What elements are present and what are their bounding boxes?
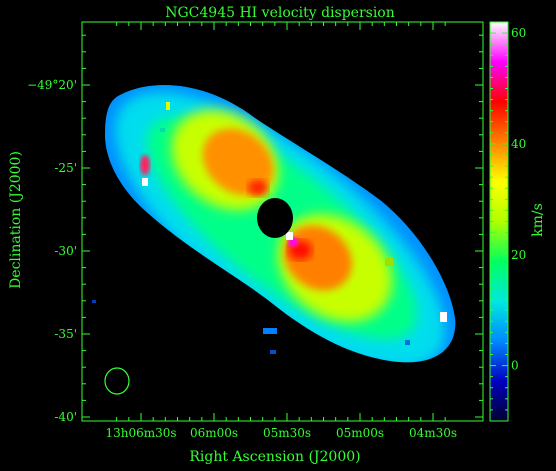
velocity-map: [92, 85, 456, 363]
y-tick-label: -30': [54, 244, 77, 258]
y-tick-label: -40': [54, 410, 77, 424]
beam-ellipse: [104, 367, 130, 395]
y-axis-label: Declination (J2000): [8, 151, 24, 289]
colorbar-label: km/s: [530, 203, 546, 237]
colorbar-gradient: [490, 22, 508, 421]
colorbar-tick-label: 40: [511, 137, 526, 151]
colorbar-tick-label: 60: [511, 26, 526, 40]
colorbar: 0 20 40 60: [489, 21, 526, 422]
plot-axes: 13h06m30s 06m00s 05m30s 05m00s 04m30s −49°20'…: [27, 21, 484, 440]
x-tick-label: 13h06m30s: [105, 426, 176, 440]
colorbar-tick-label: 20: [511, 248, 526, 262]
y-tick-label: −49°20': [27, 78, 77, 92]
colorbar-tick-label: 0: [511, 359, 519, 373]
y-tick-label: -35': [54, 327, 77, 341]
x-axis-label: Right Ascension (J2000): [189, 449, 360, 465]
plot-frame: [81, 21, 484, 422]
y-tick-label: -25': [54, 161, 77, 175]
x-tick-label: 05m30s: [263, 426, 311, 440]
x-tick-label: 06m00s: [190, 426, 238, 440]
x-tick-label: 05m00s: [336, 426, 384, 440]
chart-title: NGC4945 HI velocity dispersion: [165, 5, 395, 21]
x-tick-label: 04m30s: [409, 426, 457, 440]
